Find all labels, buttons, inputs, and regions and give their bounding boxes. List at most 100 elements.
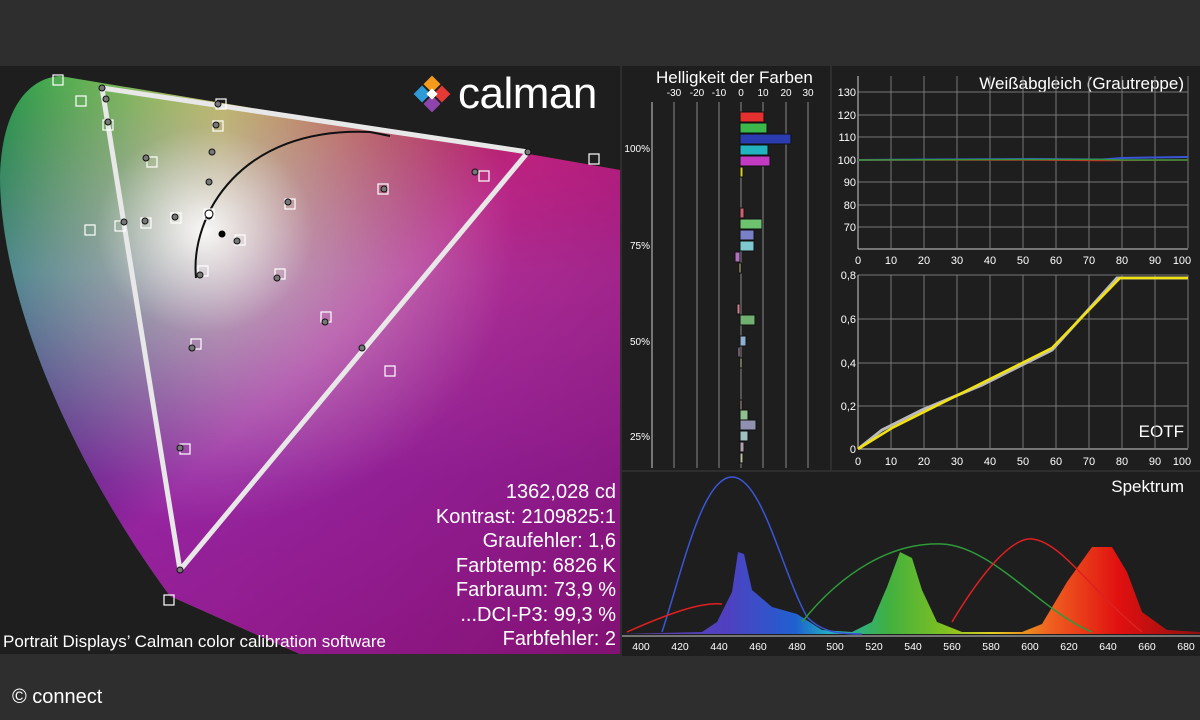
eotf-xtick: 90 <box>1149 456 1161 468</box>
software-caption: Portrait Displays’ Calman color calibrat… <box>3 632 386 651</box>
brightness-ytick: 100% <box>624 144 650 155</box>
spectrum-xtick: 460 <box>749 641 767 653</box>
wb-ytick: 130 <box>838 87 856 99</box>
spectrum-xtick: 520 <box>865 641 883 653</box>
stat-luminance: 1362,028 cd <box>505 481 616 503</box>
eotf-chart: 0,8 0,6 0,4 0,2 0 0 10 20 30 40 50 60 70… <box>841 270 1191 468</box>
wb-ytick: 80 <box>844 200 856 212</box>
eotf-ytick: 0,8 <box>841 270 856 282</box>
brightness-xtick: -30 <box>667 88 682 99</box>
eotf-xtick: 30 <box>951 456 963 468</box>
eotf-title: EOTF <box>1138 422 1184 441</box>
wb-xtick: 10 <box>885 255 897 267</box>
spectrum-xtick: 600 <box>1021 641 1039 653</box>
copyright-label: © connect <box>12 686 103 708</box>
wb-xtick: 70 <box>1083 255 1095 267</box>
brightness-xtick: -10 <box>712 88 727 99</box>
eotf-xtick: 100 <box>1173 456 1191 468</box>
spectrum-xtick: 500 <box>826 641 844 653</box>
wb-xtick: 20 <box>918 255 930 267</box>
spectrum-xtick: 620 <box>1060 641 1078 653</box>
spectrum-fill <box>622 547 1200 634</box>
spectrum-xtick: 480 <box>788 641 806 653</box>
eotf-xtick: 10 <box>885 456 897 468</box>
spectrum-xtick: 580 <box>982 641 1000 653</box>
measured-points <box>98 84 532 574</box>
wb-xtick: 80 <box>1116 255 1128 267</box>
eotf-measured-line <box>857 276 1188 451</box>
brightness-panel: Helligkeit der Farben -30 -20 -10 0 10 2… <box>622 66 830 470</box>
cie-chromaticity-panel: calman 1362,028 cd Kontrast: 2109825:1 G… <box>0 66 620 654</box>
measured-gamut-triangle <box>99 85 531 573</box>
eotf-xtick: 80 <box>1116 456 1128 468</box>
stat-color-error: Farbfehler: 2 <box>502 628 616 650</box>
wb-xtick: 90 <box>1149 255 1161 267</box>
wb-green-line <box>857 158 1188 161</box>
brightness-title: Helligkeit der Farben <box>656 68 813 87</box>
spectrum-xtick: 540 <box>904 641 922 653</box>
wb-ytick: 110 <box>838 132 856 144</box>
spectrum-xtick: 640 <box>1099 641 1117 653</box>
eotf-xtick: 40 <box>984 456 996 468</box>
brightness-bars <box>734 111 792 464</box>
eotf-xtick: 0 <box>855 456 861 468</box>
spectrum-xtick: 400 <box>632 641 650 653</box>
spectrum-xtick: 420 <box>671 641 689 653</box>
wb-xtick: 40 <box>984 255 996 267</box>
stat-gray-error: Graufehler: 1,6 <box>482 530 616 552</box>
wb-ytick: 120 <box>838 110 856 122</box>
stat-color-temp: Farbtemp: 6826 K <box>455 554 616 577</box>
white-point-measured <box>204 209 214 219</box>
white-balance-panel: Weißabgleich (Grautreppe) 130 120 110 10… <box>832 66 1200 270</box>
eotf-xtick: 70 <box>1083 456 1095 468</box>
spectrum-green-curve <box>801 543 1093 633</box>
brightness-ytick: 75% <box>630 241 650 252</box>
planckian-locus <box>194 130 391 279</box>
stat-gamut: Farbraum: 73,9 % <box>455 579 616 601</box>
eotf-ytick: 0 <box>850 444 856 456</box>
brightness-ytick: 25% <box>630 432 650 443</box>
wb-ytick: 100 <box>838 155 856 167</box>
measurement-stats: 1362,028 cd Kontrast: 2109825:1 Graufehl… <box>436 480 616 652</box>
white-balance-title: Weißabgleich (Grautreppe) <box>979 74 1184 93</box>
brightness-xtick: 20 <box>780 88 792 99</box>
stat-contrast: Kontrast: 2109825:1 <box>435 505 616 528</box>
spectrum-xtick: 560 <box>943 641 961 653</box>
brightness-ytick: 50% <box>630 337 650 348</box>
brightness-xtick: -20 <box>690 88 705 99</box>
eotf-xtick: 20 <box>918 456 930 468</box>
wb-xtick: 50 <box>1017 255 1029 267</box>
spectrum-xtick: 440 <box>710 641 728 653</box>
spectrum-red-curve <box>626 538 1143 633</box>
wb-xtick: 60 <box>1050 255 1062 267</box>
eotf-xtick: 60 <box>1050 456 1062 468</box>
eotf-xtick: 50 <box>1017 456 1029 468</box>
cie-diagram <box>0 74 620 654</box>
stat-dci-p3: ...DCI-P3: 99,3 % <box>460 603 616 626</box>
calman-logo-text: calman <box>458 69 597 118</box>
wb-ytick: 70 <box>844 222 856 234</box>
wb-ytick: 90 <box>844 177 856 189</box>
spectrum-blue-curve <box>661 476 863 635</box>
brightness-xtick: 10 <box>757 88 769 99</box>
spectrum-title: Spektrum <box>1111 477 1184 496</box>
brightness-chart: -30 -20 -10 0 10 20 30 100% 75% 50% 25% <box>624 88 814 468</box>
eotf-panel: EOTF 0,8 0,6 0,4 0,2 0 0 10 20 30 40 50 … <box>832 270 1200 470</box>
calman-logo: calman <box>412 69 597 118</box>
eotf-target-line <box>857 276 1188 451</box>
eotf-ytick: 0,4 <box>841 358 856 370</box>
spectrum-xtick: 660 <box>1138 641 1156 653</box>
wb-xtick: 100 <box>1173 255 1191 267</box>
wb-xtick: 30 <box>951 255 963 267</box>
brightness-xtick: 30 <box>802 88 814 99</box>
eotf-gridlines <box>858 274 1189 448</box>
white-point-target <box>218 230 226 238</box>
brightness-xtick: 0 <box>738 88 744 99</box>
wb-xtick: 0 <box>855 255 861 267</box>
white-balance-chart: 130 120 110 100 90 80 70 0 10 20 30 40 5… <box>838 76 1191 267</box>
spectrum-chart: 400 420 440 460 480 500 520 540 560 580 … <box>622 476 1200 653</box>
wb-gridlines <box>858 76 1189 248</box>
spectrum-panel: Spektrum 400 420 440 460 <box>622 472 1200 656</box>
eotf-ytick: 0,6 <box>841 314 856 326</box>
calman-logo-icon <box>413 75 451 113</box>
